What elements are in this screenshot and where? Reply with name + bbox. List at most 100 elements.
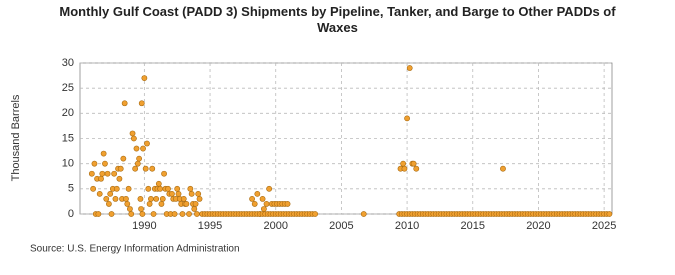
data-point [251, 201, 258, 207]
x-tick-label: 2010 [395, 220, 419, 232]
data-point [406, 65, 413, 71]
data-point [134, 160, 141, 167]
data-point [111, 170, 118, 177]
data-point [261, 206, 267, 212]
data-point [413, 165, 420, 172]
data-point [169, 190, 175, 197]
chart-title: Monthly Gulf Coast (PADD 3) Shipments by… [59, 4, 616, 35]
data-point [116, 175, 123, 182]
data-point [124, 201, 131, 207]
data-point [191, 206, 198, 212]
data-point [360, 211, 367, 217]
data-point [138, 206, 144, 212]
x-tick-label: 1990 [132, 220, 156, 232]
x-tick-label: 2000 [263, 220, 287, 232]
data-point [130, 135, 137, 142]
data-point [174, 185, 181, 192]
data-point [144, 140, 150, 147]
data-point [127, 206, 133, 212]
data-point [157, 185, 164, 192]
data-point [95, 211, 102, 217]
data-point [165, 185, 171, 192]
data-point [195, 190, 202, 197]
data-point [104, 170, 111, 177]
data-point [105, 201, 112, 207]
data-point [102, 160, 108, 167]
data-point [139, 211, 146, 217]
data-point [158, 201, 165, 207]
data-point [153, 195, 160, 202]
data-point [99, 170, 106, 177]
data-point [108, 211, 115, 217]
data-point [263, 201, 270, 207]
data-point [171, 211, 178, 217]
data-point [312, 211, 319, 217]
data-point [128, 211, 135, 217]
data-point [254, 190, 261, 197]
data-point [138, 100, 145, 107]
data-point [192, 201, 199, 207]
data-point [186, 211, 192, 217]
data-point [180, 195, 187, 202]
y-tick-label: 20 [62, 107, 74, 119]
data-point [175, 190, 182, 197]
x-tick-label: 2015 [461, 220, 485, 232]
data-point [606, 211, 613, 217]
data-point [145, 185, 152, 192]
data-point [259, 195, 266, 202]
data-point [120, 155, 127, 162]
data-point [150, 211, 157, 217]
data-point [107, 190, 114, 197]
x-tick-label: 1995 [198, 220, 222, 232]
data-point [98, 175, 104, 182]
data-point [141, 75, 148, 81]
data-point [123, 195, 129, 202]
data-point [149, 165, 156, 172]
data-point [179, 211, 186, 217]
data-point [88, 170, 95, 177]
data-point [137, 195, 144, 202]
x-tick-label: 2025 [592, 220, 616, 232]
data-point [404, 115, 410, 122]
y-tick-label: 30 [62, 57, 74, 69]
data-point [91, 160, 98, 167]
data-point [140, 145, 146, 152]
data-point [194, 211, 200, 217]
data-point [121, 100, 128, 107]
data-point [400, 160, 407, 167]
y-axis-label: Thousand Barrels [10, 94, 22, 181]
data-point [410, 160, 417, 167]
data-point [161, 170, 167, 177]
y-tick-label: 0 [68, 208, 74, 220]
data-point [136, 155, 143, 162]
data-point [401, 165, 408, 172]
data-point [183, 201, 190, 207]
data-point [125, 185, 132, 192]
x-tick-label: 2020 [526, 220, 550, 232]
data-point [142, 165, 149, 172]
data-point [148, 195, 154, 202]
data-point [100, 150, 107, 157]
data-point [133, 145, 140, 152]
y-tick-label: 25 [62, 82, 74, 94]
y-tick-label: 10 [62, 158, 74, 170]
data-point [196, 195, 203, 202]
data-point [249, 195, 255, 202]
data-point [112, 195, 119, 202]
data-point [266, 185, 273, 192]
y-tick-label: 5 [68, 183, 74, 195]
data-point [187, 185, 194, 192]
x-tick-label: 2005 [329, 220, 353, 232]
data-point [103, 195, 110, 202]
data-point [155, 180, 162, 187]
data-point [113, 185, 120, 192]
data-point [96, 190, 103, 197]
data-point [188, 190, 195, 197]
data-point [284, 201, 291, 207]
data-point [146, 201, 153, 207]
data-point [129, 130, 136, 137]
data-point [117, 165, 124, 172]
data-point [90, 185, 97, 192]
